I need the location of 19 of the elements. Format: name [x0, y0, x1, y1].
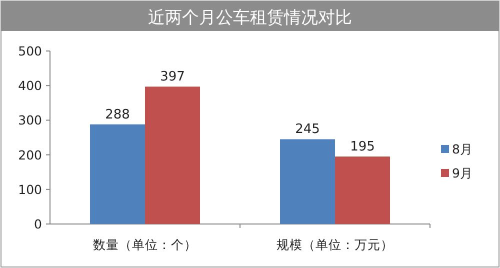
data-label: 288: [105, 107, 130, 122]
data-label: 245: [295, 122, 320, 138]
legend-label: 9月: [452, 166, 473, 180]
bar: [280, 139, 335, 224]
data-label: 195: [350, 140, 375, 155]
bar: [90, 124, 145, 224]
y-tick-label: 100: [18, 182, 42, 197]
bar: [335, 156, 390, 224]
y-tick-label: 400: [18, 78, 42, 94]
y-tick-label: 200: [18, 147, 42, 162]
data-label: 397: [160, 70, 185, 85]
legend-label: 8月: [452, 142, 473, 156]
y-tick-label: 300: [18, 112, 42, 128]
y-tick-label: 500: [18, 44, 42, 58]
bar: [145, 86, 200, 224]
chart-title: 近两个月公车租赁情况对比: [148, 8, 352, 28]
x-tick-label: 数量（单位：个）: [93, 237, 197, 252]
y-tick-label: 0: [34, 216, 42, 232]
x-tick-label: 规模（单位：万元）: [276, 237, 394, 252]
